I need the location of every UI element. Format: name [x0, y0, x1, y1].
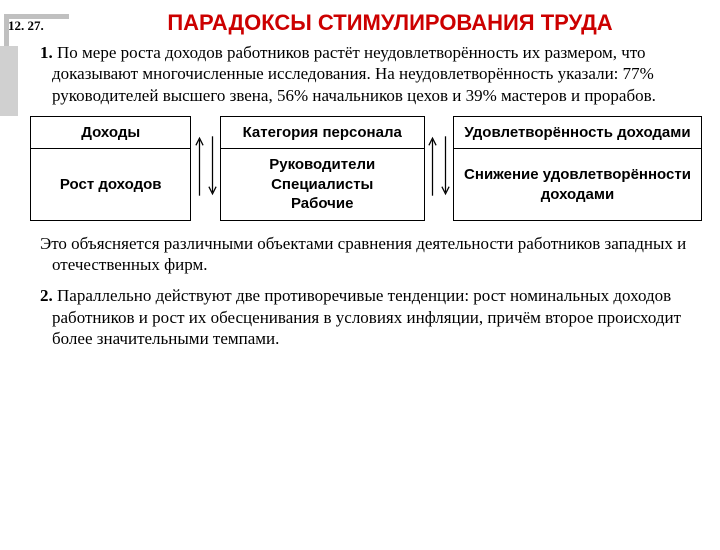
paragraph-1-text: По мере роста доходов работников растёт …	[52, 43, 656, 105]
table-row: Рост доходов Руководители Специалисты Ра…	[31, 149, 702, 221]
cell-r1c1: Доходы	[31, 116, 191, 149]
arrow-down-icon	[208, 131, 217, 201]
table-wrap: Доходы Категория персонала	[30, 116, 702, 221]
arrow-cell-1	[191, 116, 220, 220]
cell-r2c3: Снижение удовлетворённости доходами	[453, 149, 701, 221]
list-number-1: 1.	[40, 43, 53, 62]
paragraph-2: 2. Параллельно действуют две противоречи…	[28, 285, 700, 349]
paragraph-1: 1. По мере роста доходов работников раст…	[28, 42, 700, 106]
table-row: Доходы Категория персонала	[31, 116, 702, 149]
cell-r2c1: Рост доходов	[31, 149, 191, 221]
accent-square	[0, 46, 18, 116]
paragraph-mid: Это объясняется различными объектами сра…	[28, 233, 700, 276]
arrow-cell-2	[424, 116, 453, 220]
slide-number: 12. 27.	[8, 18, 44, 34]
income-table: Доходы Категория персонала	[30, 116, 702, 221]
paragraph-2-text: Параллельно действуют две противоречивые…	[52, 286, 681, 348]
cell-r1c3: Удовлетворённость доходами	[453, 116, 701, 149]
arrow-down-icon	[441, 131, 450, 201]
arrow-up-icon	[195, 131, 204, 201]
arrow-up-icon	[428, 131, 437, 201]
list-number-2: 2.	[40, 286, 53, 305]
page-title: ПАРАДОКСЫ СТИМУЛИРОВАНИЯ ТРУДА	[0, 10, 720, 36]
cell-r2c2: Руководители Специалисты Рабочие	[220, 149, 424, 221]
cell-r1c2: Категория персонала	[220, 116, 424, 149]
